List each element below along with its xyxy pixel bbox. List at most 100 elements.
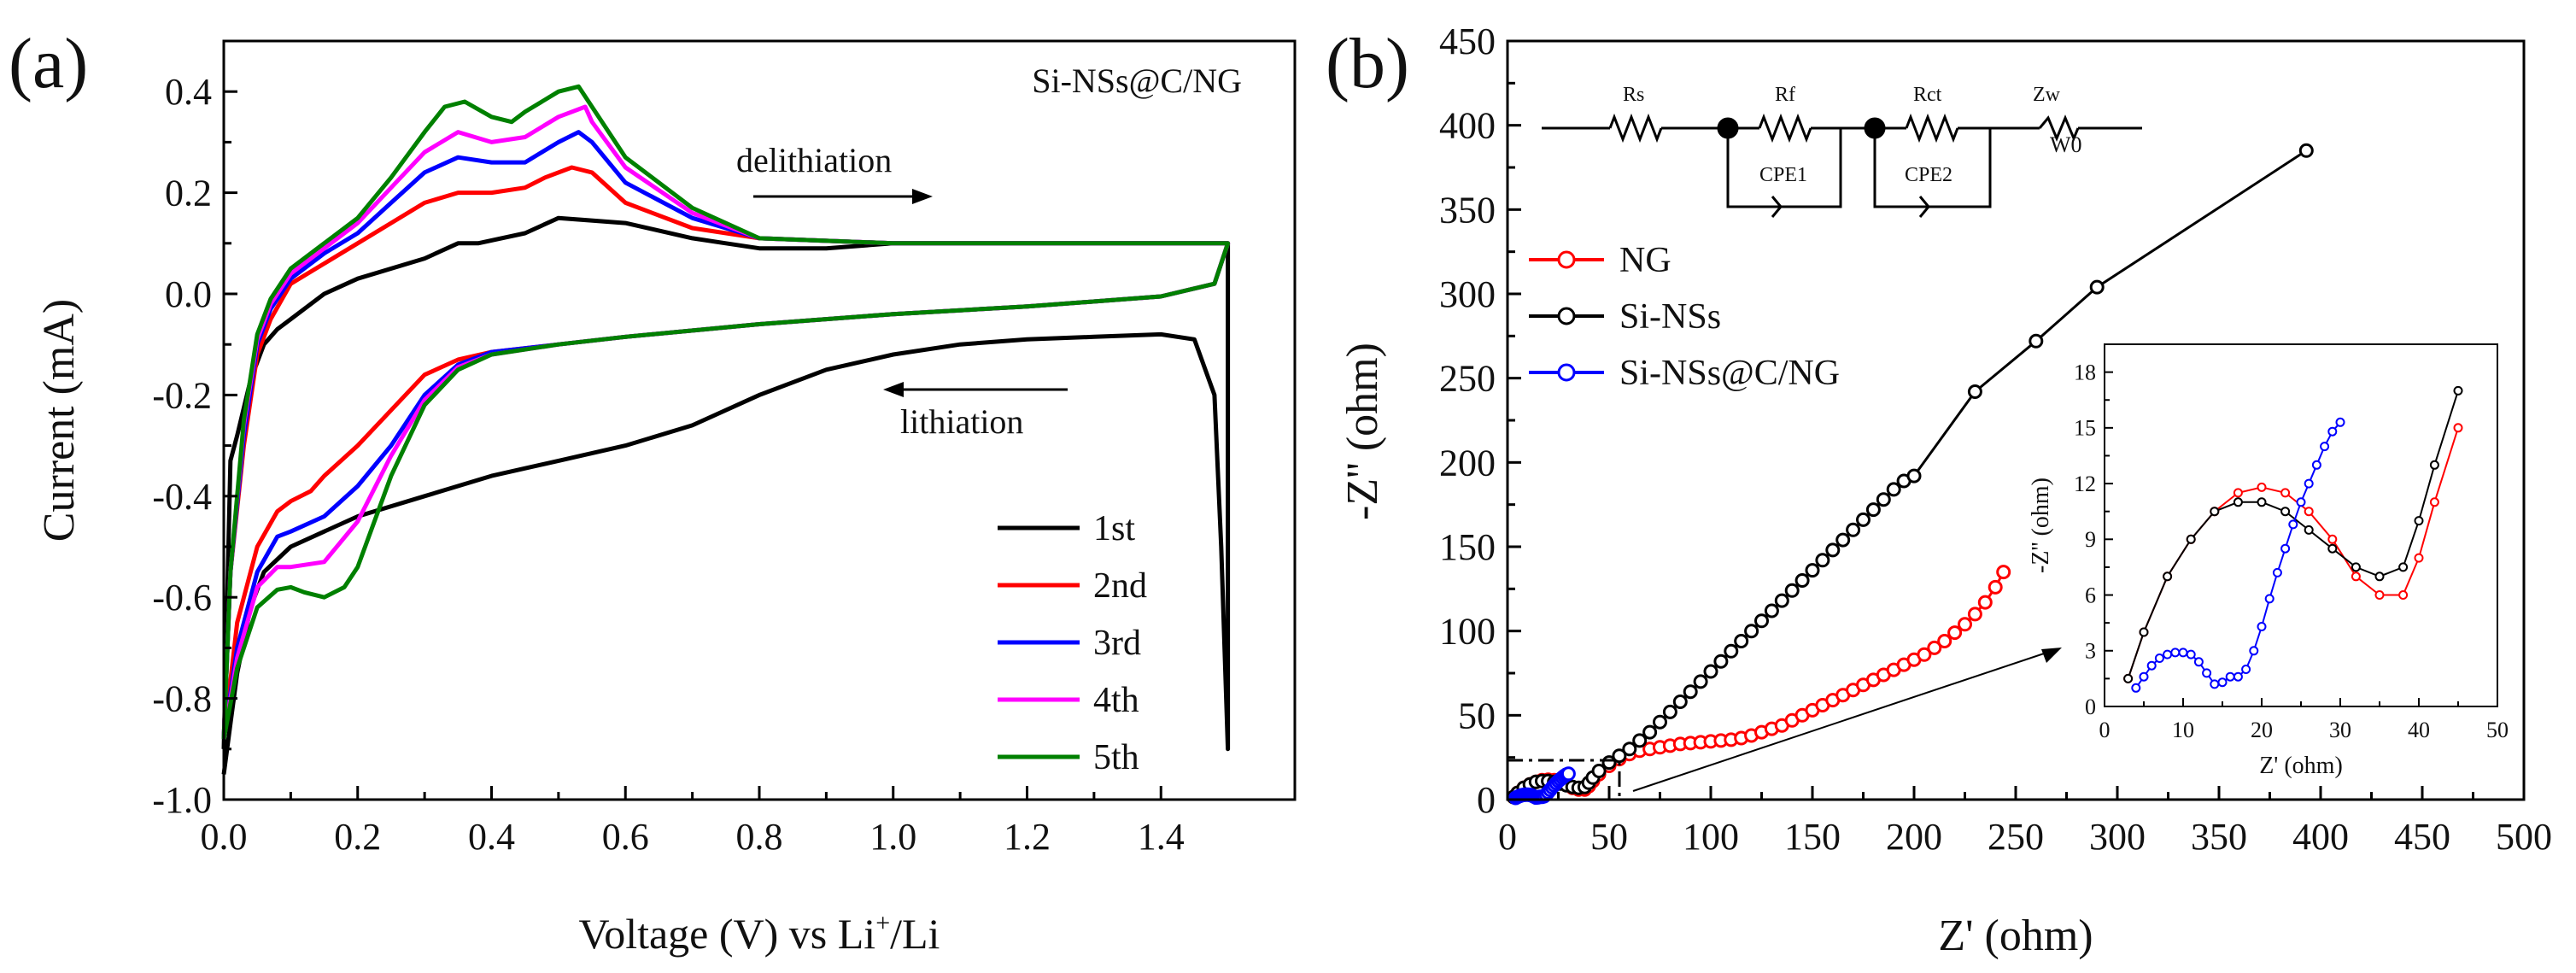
eis-point-Si-NSs (1805, 563, 1820, 578)
panel-b-series-group (1506, 143, 2314, 806)
x-tick-label: 200 (1886, 816, 1942, 858)
eis-point-Si-NSs (1683, 684, 1698, 700)
circuit-label-rf: Rf (1775, 84, 1795, 106)
inset-point-Si-NSs@C/NG (2304, 478, 2314, 489)
resistor-rf (1758, 113, 1812, 144)
inset-point-Si-NSs@C/NG (2280, 543, 2291, 554)
inset-point-Si-NSs@C/NG (2163, 649, 2173, 659)
x-tick-label: 1.0 (869, 816, 916, 858)
legend-label-2nd: 2nd (1093, 566, 1147, 606)
y-tick-label: 6 (2085, 583, 2096, 607)
x-tick-label: 150 (1784, 816, 1841, 858)
eis-point-Si-NSs@C/NG (1560, 766, 1576, 782)
legend-label-4th: 4th (1093, 681, 1139, 720)
inset-line-Si-NSs@C/NG (2134, 421, 2341, 689)
eis-point-Si-NSs (1835, 532, 1851, 548)
inset-point-Si-NSs@C/NG (2327, 426, 2338, 437)
inset-point-Si-NSs (2139, 627, 2149, 637)
inset-x-axis: 0 10 20 30 40 50 (2099, 698, 2509, 742)
panel-a-xlabel-sup: + (875, 909, 890, 937)
circuit-label-cpe2: CPE2 (1905, 164, 1952, 186)
cpe1-symbol (1771, 196, 1783, 218)
inset-point-Si-NSs@C/NG (2296, 497, 2306, 507)
eis-point-Si-NSs (1744, 624, 1759, 639)
inset-point-NG (2453, 423, 2463, 433)
circuit-label-rct: Rct (1913, 84, 1942, 106)
eis-point-NG (1947, 625, 1963, 641)
y-tick-label: 0 (2085, 695, 2096, 719)
panel-a-y-axis: -1.0 -0.8 -0.6 -0.4 -0.2 0.0 0.2 0.4 (152, 71, 237, 821)
y-tick-label: 9 (2085, 527, 2096, 552)
inset-point-NG (2233, 488, 2243, 498)
legend-label-Si-NSs: Si-NSs (1619, 297, 1721, 337)
inset-point-Si-NSs@C/NG (2249, 646, 2259, 656)
x-tick-label: 0.4 (468, 816, 515, 858)
x-tick-label: 450 (2394, 816, 2450, 858)
legend-label-NG: NG (1619, 241, 1671, 280)
zoom-pointer-arrow (1632, 650, 2052, 792)
inset-point-NG (2304, 507, 2314, 517)
x-tick-label: 100 (1683, 816, 1739, 858)
eis-point-NG (1996, 565, 2011, 580)
x-tick-label: 0 (1498, 816, 1517, 858)
legend-marker-Si-NSs (1557, 307, 1576, 325)
x-tick-label: 40 (2408, 718, 2430, 742)
y-tick-label: 400 (1439, 105, 1496, 147)
y-tick-label: -0.2 (152, 374, 212, 416)
eis-point-NG (1977, 595, 1993, 610)
circuit-label-w0: W0 (2050, 132, 2082, 157)
x-tick-label: 0.2 (334, 816, 381, 858)
y-tick-label: -0.6 (152, 577, 212, 618)
inset-point-Si-NSs (2233, 497, 2243, 507)
panel-b-label: (b) (1326, 24, 1409, 103)
panel-a-title: Si-NSs@C/NG (1032, 62, 1242, 100)
inset-point-NG (2351, 571, 2361, 582)
eis-point-Si-NSs (1734, 634, 1749, 648)
panel-b: (b) 0 50 100 150 200 250 300 350 400 450 500 05010… (1326, 21, 2552, 960)
eis-line-NG (1513, 571, 2005, 799)
y-tick-label: 100 (1439, 611, 1496, 653)
eis-point-Si-NSs (1967, 384, 1982, 399)
inset-point-Si-NSs@C/NG (2264, 594, 2274, 604)
inset-point-Si-NSs (2374, 571, 2385, 582)
eis-point-Si-NSs (1642, 724, 1658, 740)
y-tick-label: 0.0 (165, 273, 212, 315)
x-tick-label: 20 (2251, 718, 2273, 742)
eis-point-Si-NSs (1591, 764, 1607, 778)
inset-xlabel: Z' (ohm) (2259, 753, 2343, 779)
inset-y-axis: 0 3 6 9 12 15 18 (2074, 360, 2113, 719)
circuit-label-cpe1: CPE1 (1759, 164, 1807, 186)
circuit-label-rs: Rs (1623, 84, 1644, 106)
inset-point-Si-NSs@C/NG (2241, 665, 2251, 674)
eis-point-Si-NSs (1724, 643, 1739, 659)
resistor-rct (1905, 113, 1959, 144)
panel-a-ylabel: Current (mA) (35, 299, 84, 542)
eis-point-Si-NSs (1865, 502, 1881, 518)
legend-marker-NG (1557, 250, 1576, 269)
inset-point-Si-NSs@C/NG (2311, 460, 2321, 470)
x-tick-label: 0.0 (201, 816, 248, 858)
inset-series-group (2123, 385, 2463, 693)
inset-point-NG (2280, 488, 2291, 498)
eis-point-NG (1967, 607, 1982, 622)
eis-point-Si-NSs (1906, 468, 1922, 484)
y-tick-label: 12 (2074, 472, 2096, 496)
inset-point-Si-NSs (2351, 562, 2361, 572)
eis-point-Si-NSs (1713, 654, 1729, 669)
zoom-pointer-arrow-head (2041, 648, 2062, 663)
eis-point-NG (1937, 634, 1952, 648)
x-tick-label: 350 (2191, 816, 2247, 858)
x-tick-label: 500 (2496, 816, 2552, 858)
inset-point-Si-NSs (2453, 385, 2463, 396)
x-tick-label: 0.6 (602, 816, 649, 858)
eis-point-NG (1988, 579, 2003, 595)
inset-point-Si-NSs (2327, 543, 2338, 554)
eis-point-Si-NSs (1703, 664, 1718, 679)
circuit-label-zw: Zw (2033, 84, 2061, 106)
eis-point-Si-NSs (1653, 714, 1667, 730)
eis-point-Si-NSs (1825, 542, 1841, 558)
panel-b-xlabel: Z' (ohm) (1938, 911, 2093, 960)
inset-point-Si-NSs@C/NG (2225, 671, 2235, 682)
inset-point-Si-NSs@C/NG (2320, 442, 2330, 452)
